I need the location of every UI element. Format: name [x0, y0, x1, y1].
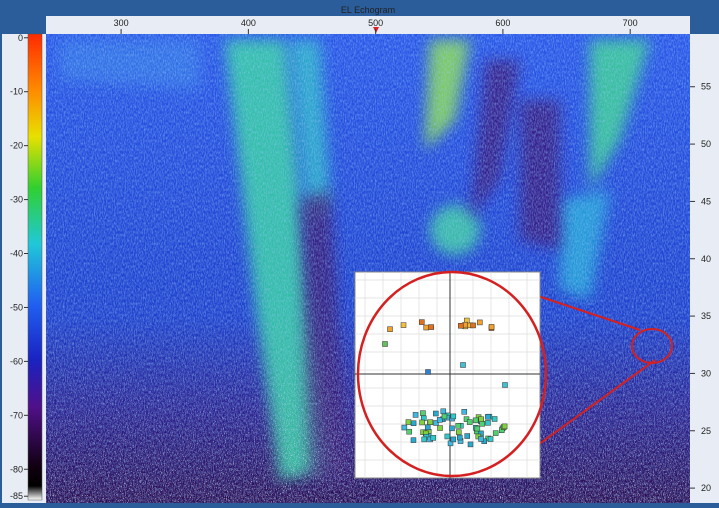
- inset-point: [422, 437, 427, 442]
- x-tick-label: 600: [495, 18, 510, 28]
- inset-point: [388, 327, 393, 332]
- y2-tick-label: 25: [701, 426, 711, 436]
- inset-point: [503, 383, 508, 388]
- inset-point: [479, 436, 484, 441]
- colorbar-tick-label: -40: [10, 249, 23, 259]
- colorbar-tick-label: -10: [10, 87, 23, 97]
- inset-point: [442, 414, 447, 419]
- x-tick-label: 700: [623, 18, 638, 28]
- colorbar: [28, 34, 42, 500]
- inset-point: [457, 435, 462, 440]
- y2-tick-label: 35: [701, 311, 711, 321]
- inset-point: [461, 363, 466, 368]
- inset-point: [438, 426, 443, 431]
- inset-point: [488, 437, 493, 442]
- y2-tick-label: 50: [701, 139, 711, 149]
- inset-point: [471, 323, 476, 328]
- inset-point: [406, 420, 411, 425]
- title: EL Echogram: [341, 5, 395, 15]
- inset-point: [433, 411, 438, 416]
- inset-point: [456, 423, 461, 428]
- inset-point: [462, 409, 467, 414]
- inset-point: [426, 370, 431, 375]
- inset-point: [485, 420, 490, 425]
- inset-point: [451, 414, 456, 419]
- y2-tick-label: 40: [701, 254, 711, 264]
- colorbar-tick-label: -70: [10, 410, 23, 420]
- x-tick-label: 400: [241, 18, 256, 28]
- inset-point: [479, 417, 484, 422]
- inset-point: [437, 417, 442, 422]
- inset-point: [502, 424, 507, 429]
- inset-point: [425, 425, 430, 430]
- colorbar-tick-label: -85: [10, 491, 23, 501]
- x-tick-label: 500: [368, 18, 383, 28]
- inset-point: [451, 437, 456, 442]
- inset-point: [458, 323, 463, 328]
- inset-point: [493, 431, 498, 436]
- inset-point: [465, 434, 470, 439]
- inset-point: [485, 414, 490, 419]
- colorbar-tick-label: 0: [18, 33, 23, 43]
- y2-tick-label: 20: [701, 483, 711, 493]
- echogram-window: EL Echogram 3004005006007000-1: [0, 0, 719, 503]
- inset-point: [441, 409, 446, 414]
- inset-point: [489, 324, 494, 329]
- inset-point: [429, 325, 434, 330]
- inset-point: [424, 325, 429, 330]
- inset-point: [420, 411, 425, 416]
- inset-point: [431, 435, 436, 440]
- inset-point: [383, 342, 388, 347]
- colorbar-tick-label: -30: [10, 195, 23, 205]
- inset-point: [475, 426, 480, 431]
- inset-point: [467, 420, 472, 425]
- colorbar-tick-label: -80: [10, 464, 23, 474]
- inset-point: [428, 420, 433, 425]
- inset-point: [407, 429, 412, 434]
- inset-point: [413, 412, 418, 417]
- inset-point: [445, 434, 450, 439]
- inset-point: [420, 420, 425, 425]
- inset-point: [456, 430, 461, 435]
- colorbar-tick-label: -60: [10, 356, 23, 366]
- inset-point: [477, 320, 482, 325]
- inset-point: [480, 421, 485, 426]
- inset-point: [411, 421, 416, 426]
- y2-tick-label: 45: [701, 196, 711, 206]
- inset-point: [449, 426, 454, 431]
- colorbar-tick-label: -50: [10, 302, 23, 312]
- y2-tick-label: 30: [701, 368, 711, 378]
- inset-point: [492, 416, 497, 421]
- inset-point: [473, 418, 478, 423]
- x-tick-label: 300: [114, 18, 129, 28]
- inset-point: [411, 438, 416, 443]
- inset-point: [419, 320, 424, 325]
- y2-tick-label: 55: [701, 82, 711, 92]
- inset-point: [402, 425, 407, 430]
- inset-point: [401, 323, 406, 328]
- inset-point: [468, 442, 473, 447]
- colorbar-tick-label: -20: [10, 141, 23, 151]
